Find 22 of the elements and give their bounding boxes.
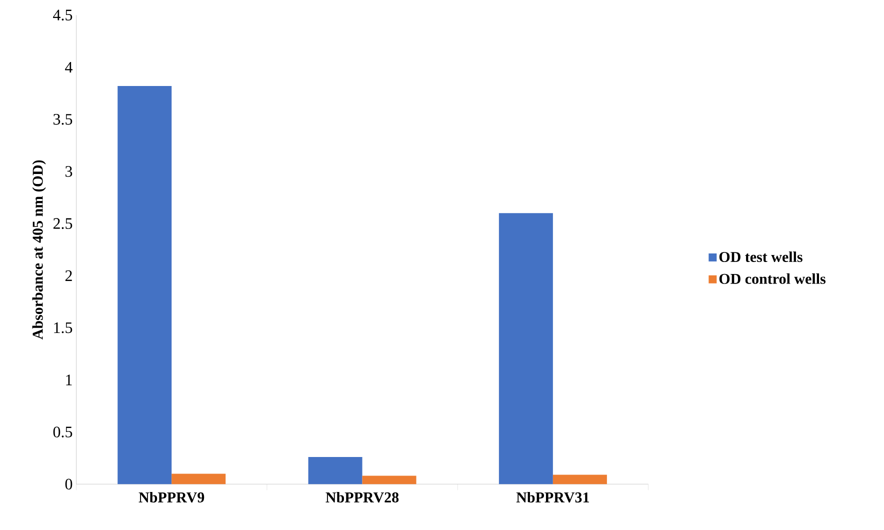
bar [498, 213, 553, 484]
y-axis-title: Absorbance at 405 nm (OD) [32, 160, 46, 340]
y-tick-label: 3 [66, 166, 72, 177]
x-tick-label: NbPPRV9 [138, 492, 204, 503]
y-tick-label: 3.5 [54, 114, 72, 125]
y-tick-label: 4.5 [53, 10, 72, 21]
bar [308, 457, 362, 484]
x-tick-label: NbPPRV28 [326, 492, 399, 503]
y-tick-label: 2.5 [53, 218, 72, 229]
x-tick-label: NbPPRV31 [516, 492, 589, 503]
legend-label: OD control wells [719, 273, 826, 284]
y-tick-label: 1 [66, 374, 72, 386]
y-tick-label: 4 [65, 62, 72, 73]
y-tick-label: 2 [65, 270, 72, 281]
bar [552, 474, 607, 484]
bar [118, 86, 172, 484]
y-tick-label: 0.5 [53, 426, 72, 438]
bar [172, 474, 226, 484]
y-tick-label: 1.5 [54, 322, 72, 334]
legend-label: OD test wells [719, 251, 802, 262]
y-tick-label: 0 [65, 478, 72, 490]
bar [362, 476, 416, 484]
